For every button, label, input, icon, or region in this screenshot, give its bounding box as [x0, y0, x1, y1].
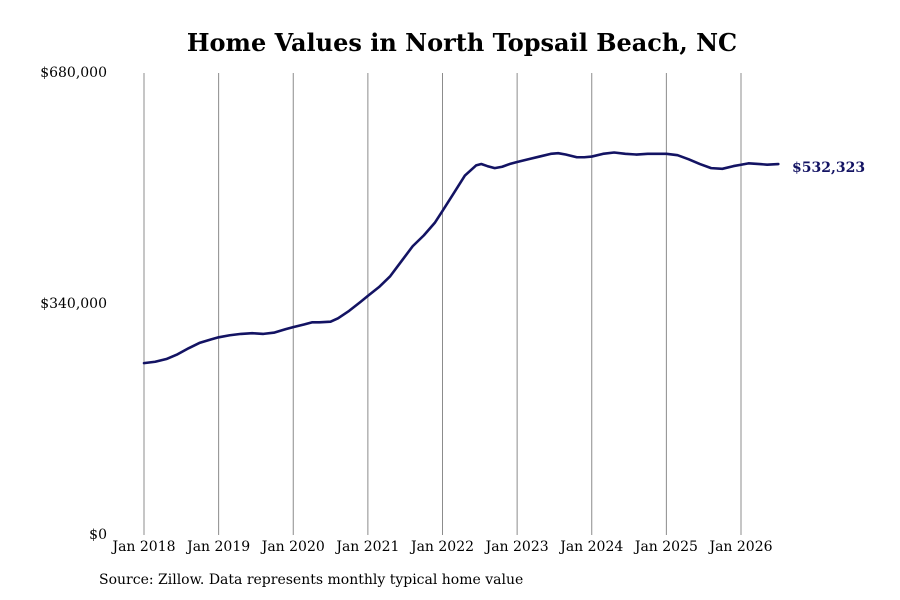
x-tick-label: Jan 2025: [633, 539, 698, 555]
series-line-0: [142, 151, 780, 365]
y-tick-label: $340,000: [40, 296, 107, 312]
y-axis-tick-labels: $0 $340,000 $680,000: [40, 65, 107, 543]
x-tick-label: Jan 2026: [707, 539, 772, 555]
x-tick-label: Jan 2022: [409, 539, 474, 555]
y-tick-label: $680,000: [40, 65, 107, 81]
x-tick-label: Jan 2020: [260, 539, 325, 555]
chart-title: Home Values in North Topsail Beach, NC: [187, 28, 737, 57]
x-tick-label: Jan 2019: [185, 539, 250, 555]
source-note: Source: Zillow. Data represents monthly …: [99, 572, 524, 588]
x-tick-label: Jan 2021: [334, 539, 399, 555]
y-tick-label: $0: [89, 527, 107, 543]
x-tick-label: Jan 2023: [484, 539, 549, 555]
series-layer: [142, 151, 780, 365]
end-value-label: $532,323: [792, 160, 865, 176]
x-tick-label: Jan 2018: [110, 539, 175, 555]
grid-lines: [143, 73, 742, 535]
x-axis-tick-labels: Jan 2018 Jan 2019 Jan 2020 Jan 2021 Jan 2022…: [110, 539, 772, 555]
x-tick-label: Jan 2024: [558, 539, 623, 555]
